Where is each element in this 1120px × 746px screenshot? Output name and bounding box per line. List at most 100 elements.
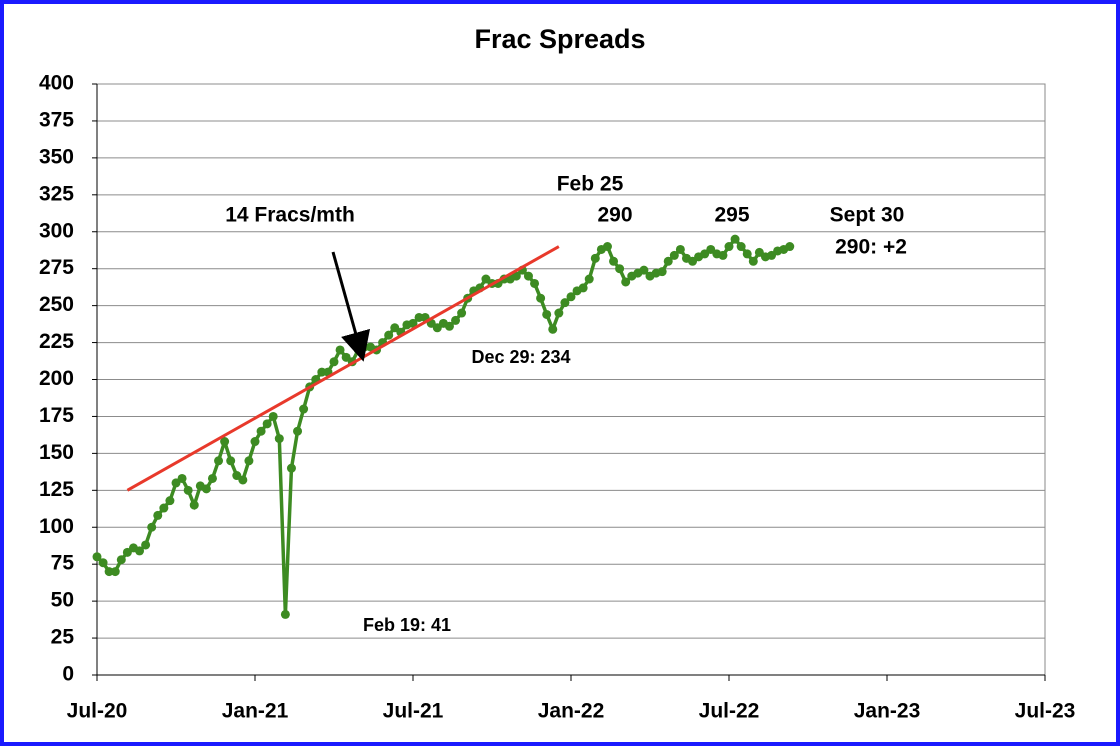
data-point	[554, 308, 564, 318]
data-point	[165, 496, 175, 506]
x-tick-label: Jan-22	[538, 700, 605, 723]
chart-title: Frac Spreads	[474, 24, 645, 54]
y-tick-label: 200	[39, 367, 74, 390]
data-point	[220, 437, 230, 447]
annotation: 290	[597, 204, 632, 227]
data-point	[293, 426, 303, 436]
data-point	[98, 558, 108, 568]
data-point	[609, 256, 619, 266]
y-tick-label: 25	[51, 626, 75, 649]
data-point	[384, 330, 394, 340]
x-tick-label: Jul-20	[67, 700, 128, 723]
data-point	[566, 292, 576, 302]
data-point	[159, 503, 169, 513]
data-point	[189, 500, 199, 510]
annotation: Dec 29: 234	[471, 347, 570, 367]
data-point	[244, 456, 254, 466]
data-point	[116, 555, 126, 565]
data-point	[201, 484, 211, 494]
annotation: Feb 25	[557, 173, 624, 196]
annotation: Sept 30	[830, 204, 905, 227]
data-point	[511, 271, 521, 281]
data-point	[748, 256, 758, 266]
data-point	[560, 298, 570, 308]
data-point	[584, 274, 594, 284]
data-point	[451, 315, 461, 325]
data-point	[724, 242, 734, 252]
data-point	[639, 265, 649, 275]
data-point	[663, 256, 673, 266]
data-point	[736, 242, 746, 252]
data-point	[329, 357, 339, 367]
data-point	[135, 546, 145, 556]
data-point	[256, 426, 266, 436]
data-point	[457, 308, 467, 318]
trend-line	[126, 245, 560, 492]
data-point	[615, 264, 625, 274]
data-point	[147, 522, 157, 532]
y-tick-label: 150	[39, 441, 74, 464]
data-point	[542, 309, 552, 319]
y-tick-label: 325	[39, 182, 74, 205]
data-point	[286, 463, 296, 473]
data-point	[177, 473, 187, 483]
data-point	[207, 473, 217, 483]
data-point	[408, 318, 418, 328]
data-point	[742, 249, 752, 259]
x-tick-label: Jul-23	[1015, 700, 1076, 723]
data-point	[153, 510, 163, 520]
data-point	[335, 345, 345, 355]
data-point	[590, 253, 600, 263]
data-point	[657, 267, 667, 277]
data-point	[621, 277, 631, 287]
data-point	[274, 434, 284, 444]
data-point	[226, 456, 236, 466]
data-point	[262, 419, 272, 429]
y-tick-label: 275	[39, 256, 74, 279]
data-point	[523, 271, 533, 281]
x-tick-label: Jan-23	[854, 700, 921, 723]
data-point	[214, 456, 224, 466]
data-point	[268, 411, 278, 421]
data-point	[299, 404, 309, 414]
y-tick-label: 250	[39, 293, 74, 316]
data-point	[730, 234, 740, 244]
y-tick-label: 50	[51, 589, 74, 612]
data-point	[578, 283, 588, 293]
data-point	[141, 540, 151, 550]
data-point	[675, 244, 685, 254]
data-point	[530, 278, 540, 288]
data-point	[718, 250, 728, 260]
data-point	[548, 324, 558, 334]
y-tick-label: 375	[39, 108, 74, 131]
y-tick-label: 350	[39, 145, 74, 168]
x-tick-label: Jan-21	[222, 700, 289, 723]
plot: 0 25 50 75 100 125 150 175 200 225 250 275 300 325 350…	[39, 72, 1075, 723]
data-point	[92, 552, 102, 562]
annotation: 14 Fracs/mth	[225, 204, 355, 227]
y-tick-label: 100	[39, 515, 74, 538]
data-point	[444, 321, 454, 331]
data-point	[669, 250, 679, 260]
y-tick-label: 175	[39, 404, 74, 427]
x-tick-label: Jul-21	[383, 700, 444, 723]
data-point	[280, 609, 290, 619]
arrow	[331, 251, 371, 362]
y-tick-label: 400	[39, 72, 74, 95]
y-tick-label: 75	[51, 552, 75, 575]
annotation: 290: +2	[835, 236, 907, 259]
y-tick-label: 300	[39, 219, 74, 242]
x-tick-label: Jul-22	[699, 700, 760, 723]
data-point	[536, 293, 546, 303]
data-point	[602, 242, 612, 252]
data-point	[250, 437, 260, 447]
annotation: Feb 19: 41	[363, 615, 451, 635]
data-point	[238, 475, 248, 485]
y-tick-label: 0	[62, 663, 74, 686]
data-point	[183, 485, 193, 495]
annotation: 295	[714, 204, 749, 227]
y-tick-label: 125	[39, 478, 74, 501]
y-tick-label: 225	[39, 330, 74, 353]
